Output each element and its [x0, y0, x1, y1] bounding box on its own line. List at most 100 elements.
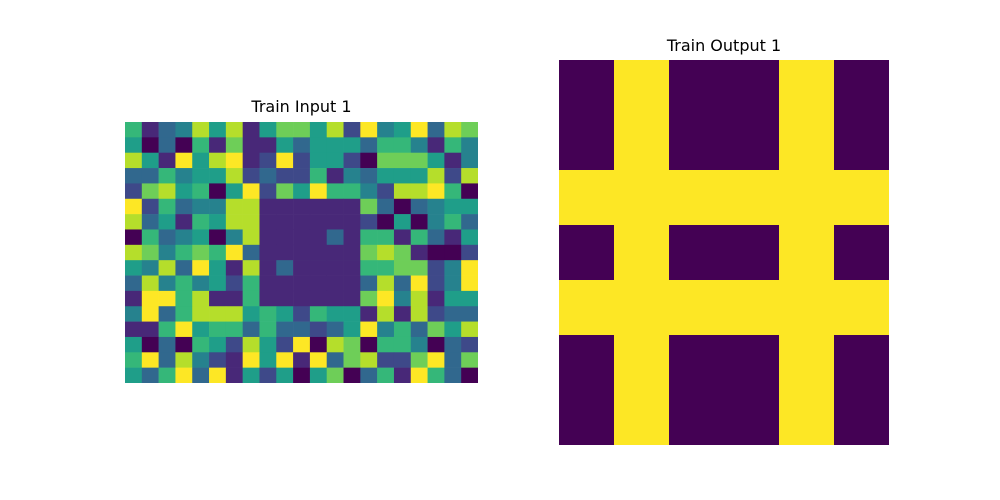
train-input-cell	[326, 290, 344, 307]
train-input-cell	[293, 275, 311, 292]
train-input-cell	[393, 152, 412, 169]
train-output-cell	[779, 390, 835, 445]
train-input-cell	[326, 152, 344, 169]
train-output-cell	[669, 115, 725, 171]
train-input-cell	[393, 352, 412, 368]
train-input-cell	[309, 306, 328, 322]
train-output-cell	[614, 390, 670, 445]
train-input-cell	[343, 367, 361, 383]
train-input-cell	[343, 321, 361, 338]
train-input-cell	[427, 244, 445, 261]
train-input-cell	[377, 152, 395, 169]
train-input-cell	[125, 229, 143, 246]
train-input-cell	[242, 137, 260, 154]
train-input-cell	[209, 321, 227, 338]
train-input-title: Train Input 1	[251, 97, 352, 116]
train-input-cell	[427, 229, 445, 246]
train-input-cell	[225, 244, 243, 261]
train-input-cell	[225, 183, 243, 200]
train-input-cell	[125, 214, 143, 230]
train-input-cell	[326, 244, 344, 261]
train-input-cell	[125, 198, 143, 215]
train-input-cell	[360, 260, 378, 276]
train-input-cell	[158, 122, 176, 138]
train-input-cell	[209, 198, 227, 215]
train-input-cell	[209, 260, 227, 276]
train-input-cell	[393, 168, 412, 184]
train-input-cell	[410, 198, 428, 215]
train-input-cell	[175, 122, 193, 138]
train-input-cell	[444, 152, 462, 169]
train-input-cell	[377, 122, 395, 138]
train-input-cell	[225, 229, 243, 246]
train-input-cell	[225, 198, 243, 215]
train-input-cell	[125, 260, 143, 276]
train-input-cell	[192, 306, 210, 322]
train-input-cell	[158, 183, 176, 200]
train-input-cell	[377, 336, 395, 353]
train-input-cell	[410, 275, 428, 292]
train-input-cell	[377, 290, 395, 307]
train-input-cell	[192, 183, 210, 200]
train-input-cell	[125, 367, 143, 383]
train-input-cell	[259, 183, 277, 200]
train-input-cell	[393, 229, 412, 246]
train-input-cell	[360, 168, 378, 184]
train-input-cell	[461, 183, 478, 200]
train-input-cell	[242, 214, 260, 230]
train-input-cell	[343, 198, 361, 215]
train-input-cell	[309, 336, 328, 353]
train-output-cell	[559, 170, 615, 226]
train-input-cell	[410, 137, 428, 154]
train-input-cell	[343, 214, 361, 230]
train-input-cell	[326, 275, 344, 292]
train-input-cell	[158, 275, 176, 292]
train-input-cell	[427, 168, 445, 184]
train-output-cell	[614, 60, 670, 116]
train-input-cell	[410, 352, 428, 368]
train-input-cell	[209, 352, 227, 368]
train-input-cell	[410, 152, 428, 169]
train-input-cell	[461, 214, 478, 230]
train-input-cell	[125, 168, 143, 184]
train-input-cell	[125, 321, 143, 338]
train-input-cell	[259, 336, 277, 353]
train-input-cell	[377, 352, 395, 368]
train-input-cell	[326, 168, 344, 184]
train-input-cell	[377, 244, 395, 261]
train-output-cell	[779, 170, 835, 226]
train-input-cell	[309, 260, 328, 276]
train-input-cell	[225, 275, 243, 292]
train-input-cell	[158, 244, 176, 261]
train-input-cell	[427, 306, 445, 322]
train-output-cell	[724, 115, 780, 171]
train-input-cell	[209, 244, 227, 261]
train-input-cell	[444, 122, 462, 138]
train-input-cell	[461, 275, 478, 292]
train-input-cell	[192, 229, 210, 246]
train-input-cell	[427, 275, 445, 292]
train-input-cell	[326, 260, 344, 276]
train-input-cell	[158, 352, 176, 368]
train-input-cell	[343, 244, 361, 261]
train-input-cell	[360, 229, 378, 246]
train-input-cell	[225, 214, 243, 230]
train-input-cell	[461, 336, 478, 353]
train-input-cell	[158, 290, 176, 307]
train-output-cell	[724, 225, 780, 281]
train-input-cell	[141, 367, 159, 383]
train-input-cell	[461, 260, 478, 276]
train-input-cell	[377, 137, 395, 154]
train-input-cell	[326, 336, 344, 353]
train-input-cell	[444, 214, 462, 230]
train-input-cell	[259, 260, 277, 276]
train-input-cell	[461, 306, 478, 322]
train-input-cell	[175, 367, 193, 383]
train-input-cell	[293, 352, 311, 368]
train-input-cell	[225, 260, 243, 276]
train-input-cell	[276, 352, 294, 368]
train-input-cell	[158, 321, 176, 338]
train-input-cell	[276, 229, 294, 246]
train-input-cell	[309, 275, 328, 292]
